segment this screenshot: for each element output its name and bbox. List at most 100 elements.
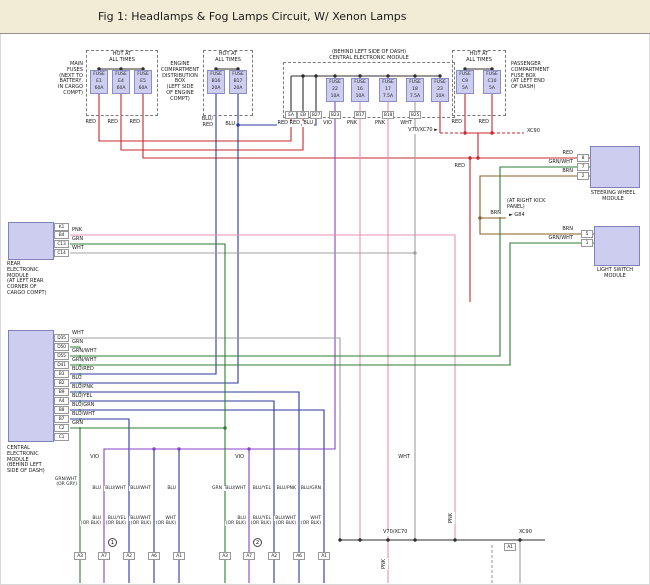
pin-wire-color-label: GRN [71,236,85,243]
splice-marker-1: 1 [108,538,117,547]
steering-wheel-module-box [590,146,640,188]
wire-color-label: PNK [448,511,455,524]
wire-color-label: PNK [345,120,358,127]
junction-dot [141,67,145,71]
cem-fusebox-title: (BEHIND LEFT SIDE OF DASH) CENTRAL ELECTR… [328,49,410,62]
wire-color-label: VIO [234,454,245,461]
wire-red [120,94,304,151]
fuse-17: FUSE 17 7.5A [379,78,397,102]
pin-wire-color-label: WHT [71,330,85,337]
junction-dot [358,538,362,542]
pin-B23: B23 [329,111,341,119]
wire-green [70,166,590,357]
junction-dot [338,538,342,542]
junction-dot [236,123,240,127]
pin-A3: A3 [74,552,86,560]
pin-wire-color-label: BLU/PNK [71,384,95,391]
wire-color-label: BLU/WHT (OR BLK) [274,516,297,527]
fuse-B16: FUSE B16 20A [207,70,225,94]
junction-dot [97,67,101,71]
wire-color-label: VIO [89,454,100,461]
wire-color-label: BLU/YEL (OR BLK) [249,516,272,527]
wire-color-label: WHT (OR BLK) [154,516,177,527]
pin-D35: D35 [54,334,69,342]
fusebox-outline [203,50,253,116]
wire-blue [70,409,325,552]
wire-red [98,94,292,142]
pin-C2: C2 [54,424,69,432]
junction-dot [468,156,472,160]
pin-wire-color-label: GRN [71,420,85,427]
variant-label: V70/XC70 ► [407,127,439,134]
pin-wire-color-label: BLU/WHT [71,411,97,418]
pin-7: 7 [577,163,589,171]
junction-dot [438,74,442,78]
junction-dot [333,74,337,78]
hot-label: HOT AT ALL TIMES [108,51,136,64]
junction-dot [463,131,467,135]
junction-dot [247,447,251,451]
wire-blue [70,94,217,375]
hot-label: HOT AT ALL TIMES [214,51,242,64]
pin-B2: B2 [54,379,69,387]
pin-D55: D55 [54,352,69,360]
junction-dot [413,251,417,255]
wire-violet [103,102,336,552]
pin-1: 1 [581,239,593,247]
pin-B7: B7 [54,415,69,423]
pin-wire-color-label: BLU/GRN [71,402,96,409]
wire-color-label: GRN [211,486,223,492]
pin-A1: A1 [504,543,516,551]
wire-color-label: BLU/WHT [129,486,152,492]
pin-wire-color-label: WHT [71,245,85,252]
wire-color-label: BLU [224,121,236,128]
fuse-18: FUSE 18 7.5A [406,78,424,102]
wire-color-label: WHT [397,454,411,461]
pin-A4: A4 [54,397,69,405]
figure-title: Fig 1: Headlamps & Fog Lamps Circuit, W/… [98,10,407,23]
junction-dot [152,447,156,451]
variant-label: V70/XC70 [382,529,409,536]
wire-color-label: BLU/WHT [104,486,127,492]
rear-module-label: REAR ELECTRONIC MODULE (AT LEFT REAR CORNER … [6,261,48,297]
pin-A1: A1 [318,552,330,560]
junction-dot [478,216,482,220]
pin-D41: D41 [54,361,69,369]
wire-color-label: RED [561,150,574,157]
wire-pink [70,234,456,540]
pin-EA: EA [285,111,297,119]
pin-A2: A2 [268,552,280,560]
wire-color-label: BLU/WHT (OR BLK) [129,516,152,527]
pin-B9: B9 [54,388,69,396]
junction-dot [119,67,123,71]
wire-color-label: RED [450,119,463,126]
pin-B8: B8 [54,406,69,414]
main-fuses-label: MAIN FUSES (NEXT TO BATTERY, IN CARGO COMPT) [57,61,84,97]
wire-color-label: RED [106,119,119,126]
fusebox-outline [283,62,455,118]
pin-C14: C14 [54,249,69,257]
wire-color-label: BRN [561,168,574,175]
pin-C13: C13 [54,240,69,248]
pin-B18: B18 [382,111,394,119]
wire-color-label: BRN [561,226,574,233]
wire-color-label: BLU/YEL [251,486,272,492]
fusebox-outline [86,50,158,116]
pin-A3: A3 [219,552,231,560]
junction-dot [413,538,417,542]
wire-color-label: BLU/YEL (OR BLK) [104,516,127,527]
pin-D50: D50 [54,343,69,351]
rear-electronic-module-box [8,222,54,260]
pin-wire-color-label: BLU/YEL [71,393,94,400]
pin-B27: B27 [310,111,322,119]
pin-A7: A7 [98,552,110,560]
pin-A6: A6 [148,552,160,560]
fuse-23: FUSE 23 10A [431,78,449,102]
pin-A6: A6 [293,552,305,560]
pin-A2: A2 [123,552,135,560]
fuse-16: FUSE 16 10A [351,78,369,102]
junction-dot [518,538,522,542]
variant-label: XC90 [518,529,533,536]
junction-dot [177,447,181,451]
